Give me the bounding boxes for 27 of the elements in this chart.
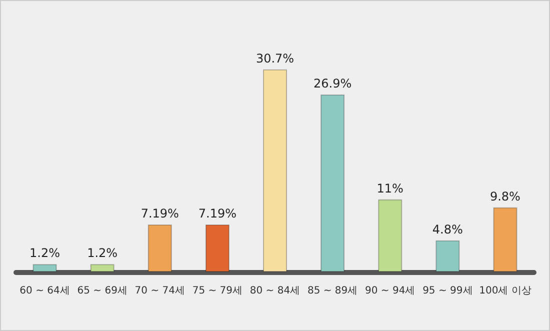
data-label: 1.2%	[87, 246, 118, 260]
bar	[205, 224, 230, 272]
bar	[148, 224, 172, 272]
x-tick-label: 65 ~ 69세	[77, 286, 128, 296]
data-label: 26.9%	[313, 76, 352, 90]
x-tick-label: 100세 이상	[479, 286, 532, 296]
x-tick-label: 70 ~ 74세	[134, 286, 185, 296]
bar	[32, 264, 57, 272]
x-tick-label: 80 ~ 84세	[250, 286, 300, 296]
data-label: 11%	[376, 181, 404, 196]
x-tick-label: 60 ~ 64세	[20, 286, 70, 296]
data-label: 30.7%	[256, 51, 294, 66]
bar	[493, 207, 518, 272]
data-label: 1.2%	[30, 246, 60, 260]
bar	[263, 69, 287, 272]
bar	[378, 199, 402, 272]
bar	[436, 240, 460, 272]
x-tick-label: 75 ~ 79세	[192, 286, 243, 296]
x-tick-label: 95 ~ 99세	[422, 286, 473, 296]
data-label: 4.8%	[432, 222, 463, 236]
bar	[90, 264, 114, 272]
data-label: 9.8%	[490, 189, 520, 204]
x-tick-label: 85 ~ 89세	[307, 286, 358, 296]
data-label: 7.19%	[140, 206, 179, 221]
x-tick-label: 90 ~ 94세	[365, 286, 416, 296]
bar	[320, 94, 345, 272]
data-label: 7.19%	[198, 206, 237, 221]
